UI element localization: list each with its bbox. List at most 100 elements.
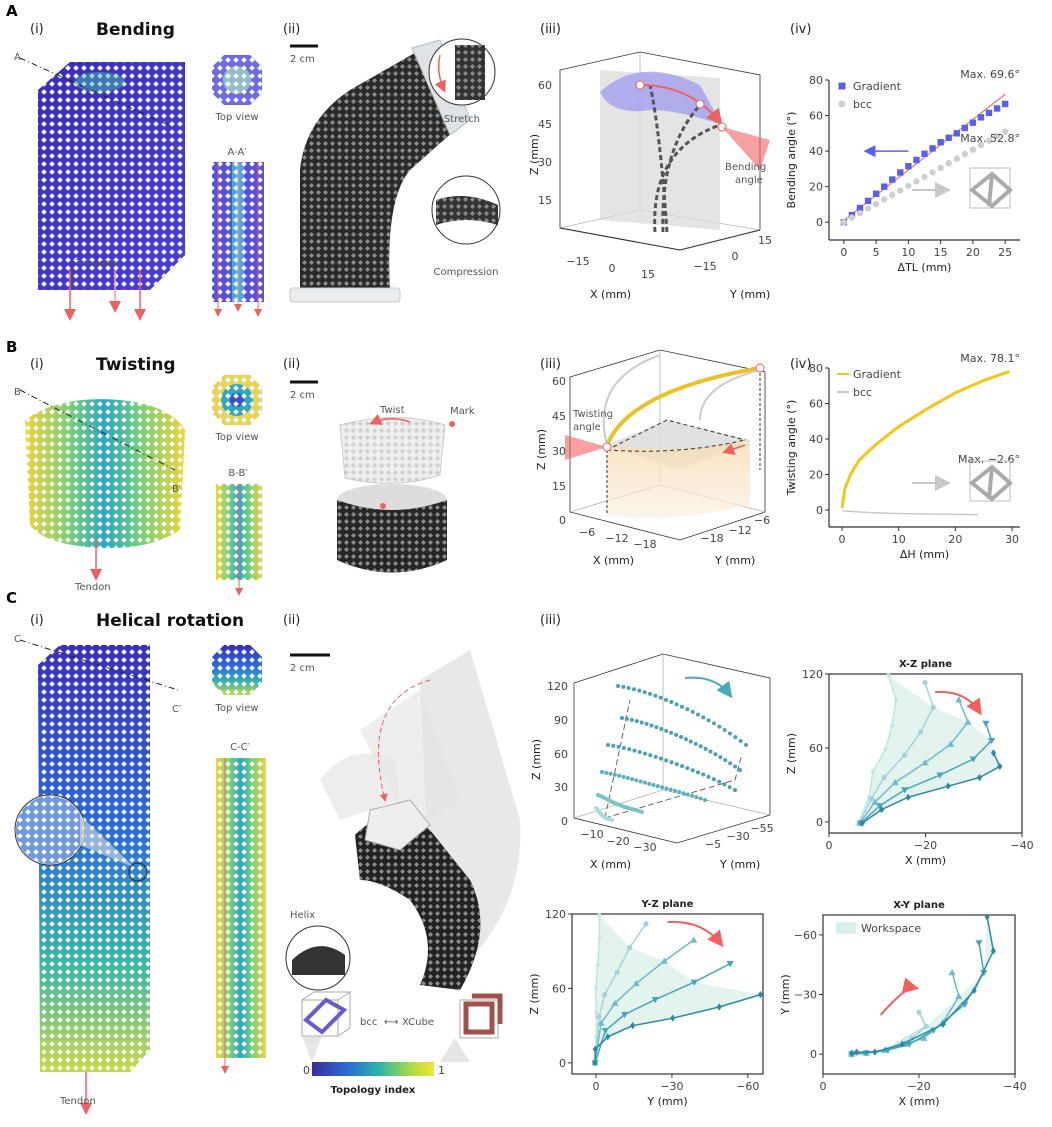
rotation-direction-arrow: [879, 977, 920, 1016]
x-tick: −12: [605, 532, 628, 545]
z-tick: 0: [561, 815, 568, 828]
trajectory-point: [674, 702, 679, 707]
trajectory-point: [624, 716, 629, 721]
top-view-label: Top view: [214, 432, 258, 443]
trajectory-point: [728, 761, 733, 766]
tendons-label: Tendons: [75, 258, 117, 269]
section-label-end: B′: [172, 484, 182, 495]
y-tick-label: 60: [809, 742, 823, 755]
max-annotation: Max. −2.6°: [958, 453, 1020, 466]
panel-c-title: Helical rotation: [96, 611, 244, 631]
helix-label: Helix: [290, 910, 315, 921]
xz-plane-chart: 0 −20 −40 0 60 120 X (mm) Z (mm) X-Z plane: [785, 659, 1034, 867]
series-line: [840, 370, 1010, 509]
trajectory-point: [620, 716, 624, 720]
workspace-area: [858, 675, 1000, 824]
legend-label: Workspace: [861, 922, 921, 935]
data-point: [848, 214, 856, 221]
data-point: [838, 100, 846, 108]
data-point: [605, 1033, 611, 1041]
trajectory-point: [717, 724, 722, 729]
section-view-c: [216, 758, 266, 1074]
subpanel-c-i: (i): [30, 613, 44, 628]
trajectory-point: [681, 791, 686, 796]
subpanel-a-i: (i): [30, 22, 44, 37]
data-point: [918, 729, 924, 735]
y-axis-label: Y (mm): [729, 288, 770, 301]
data-point: [880, 196, 888, 203]
data-point: [948, 969, 956, 976]
colorbar-label: Topology index: [331, 1085, 416, 1096]
trajectory-point: [647, 781, 652, 786]
x-tick-label: 20: [948, 533, 962, 546]
trajectory-point: [669, 700, 674, 705]
y-tick-label: 20: [809, 468, 823, 481]
trajectory-point: [625, 775, 630, 780]
data-point: [953, 130, 960, 137]
bcc-strut: [968, 171, 1014, 209]
chart-title: X-Y plane: [893, 900, 945, 911]
chart-title: Y-Z plane: [641, 899, 694, 910]
data-point: [913, 156, 920, 164]
data-point: [757, 991, 764, 999]
data-point: [893, 697, 899, 702]
data-point: [905, 1041, 913, 1048]
twisting-angle-chart: 0 10 20 30 0 20 40 60 80 ΔH (mm) Twisting angle (°…: [785, 352, 1020, 561]
section-view-b: [216, 484, 262, 596]
x-axis-label: ΔTL (mm): [898, 261, 952, 274]
z-axis-label: Z (mm): [535, 429, 548, 470]
y-tick-label: 0: [816, 504, 823, 517]
data-point: [899, 1040, 905, 1048]
y-axis-label: Twisting angle (°): [785, 400, 798, 497]
y-tick-label: 40: [809, 433, 823, 446]
trajectory-point: [655, 784, 660, 789]
x-tick-label: 10: [892, 533, 906, 546]
trajectory-point: [660, 785, 665, 790]
trajectory-point: [629, 717, 634, 722]
series-Gradient: [840, 370, 1010, 509]
data-point: [632, 979, 640, 987]
z-tick: 30: [538, 156, 552, 169]
data-point: [969, 756, 977, 763]
y-tick-label: 60: [809, 397, 823, 410]
chart-title: X-Z plane: [899, 659, 952, 670]
x-axis-label: ΔH (mm): [900, 548, 949, 561]
data-point: [871, 798, 879, 805]
trajectory-point: [632, 748, 637, 753]
data-point: [905, 182, 912, 190]
x-axis-label: X (mm): [590, 858, 631, 871]
tendon-label: Tendon: [59, 1096, 96, 1107]
stretch-inset: [428, 38, 496, 106]
y-tick-label: 0: [559, 1057, 566, 1070]
data-point: [840, 219, 848, 226]
trajectory-point: [701, 772, 706, 777]
y-tick-label: 20: [809, 181, 823, 194]
trajectory-point: [638, 779, 643, 784]
x-axis-label: X (mm): [593, 554, 634, 567]
compression-inset: [431, 175, 501, 245]
trajectory-point: [669, 760, 674, 765]
data-point: [621, 1011, 629, 1019]
x-tick-label: 25: [998, 246, 1012, 259]
trajectory-point: [717, 779, 722, 784]
xy-plane-chart: 0 −20 −40 0 −30 −60 X (mm) Y (mm) X-Y plane Works…: [779, 900, 1027, 1108]
trajectory-point: [674, 732, 679, 737]
stretch-label: Stretch: [444, 114, 480, 125]
xcube-label: XCube: [402, 1017, 434, 1028]
data-point: [890, 723, 895, 728]
data-point: [980, 970, 988, 977]
y-tick-label: 80: [809, 74, 823, 87]
trajectory-point: [713, 752, 718, 757]
trajectory-point: [637, 750, 642, 755]
bending-actuator-photo: [289, 39, 471, 303]
data-point: [856, 204, 864, 212]
bending-angle-wedge: [722, 127, 770, 170]
data-point: [880, 183, 888, 190]
data-point: [969, 146, 977, 153]
top-view-label: Top view: [214, 703, 258, 714]
trajectory-point: [677, 789, 682, 794]
x-tick-label: −20: [907, 1080, 930, 1093]
data-point: [975, 940, 983, 947]
data-point: [990, 947, 996, 955]
twisting-actuator-photo: [337, 413, 455, 573]
